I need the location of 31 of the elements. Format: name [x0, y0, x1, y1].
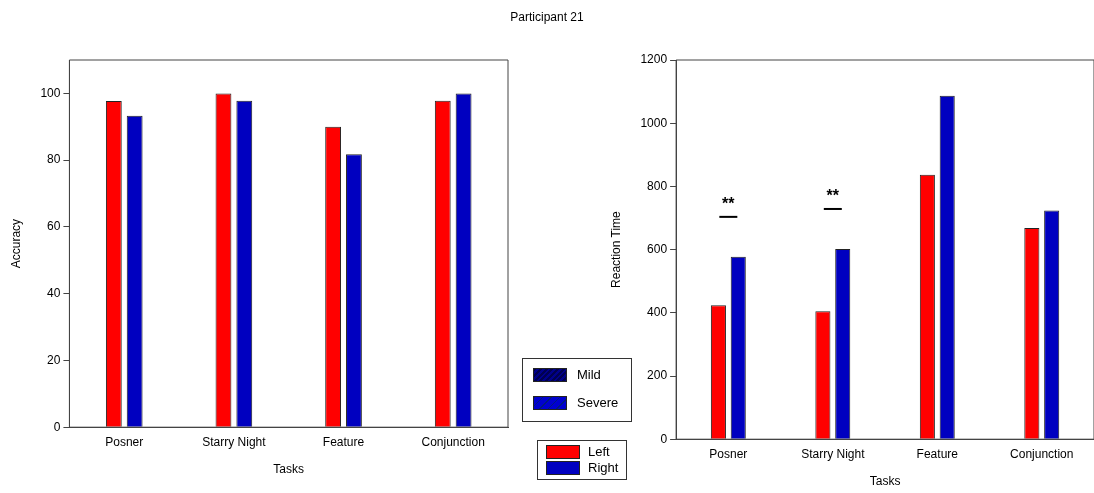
x-tick-label: Posner	[709, 446, 748, 461]
y-tick-label: 20	[47, 352, 61, 367]
x-tick-label: Conjunction	[421, 434, 485, 449]
y-tick-label: 800	[647, 178, 668, 193]
y-tick-label: 100	[40, 85, 61, 100]
y-tick-label: 400	[647, 305, 668, 320]
y-tick-label: 200	[647, 368, 668, 383]
x-tick-label: Feature	[322, 434, 365, 449]
hatch-key: Mild Severe	[522, 358, 632, 422]
y-tick-label: 40	[47, 285, 61, 300]
legend-label: Right	[588, 460, 619, 476]
x-tick-label: Feature	[916, 446, 959, 461]
legend-label: Left	[588, 444, 610, 460]
text: Participant 21	[509, 10, 585, 24]
y-tick-label: 60	[47, 219, 61, 234]
y-tick-label: 1200	[640, 52, 668, 67]
x-axis-title: Tasks	[869, 474, 901, 489]
annotation: **	[722, 195, 736, 213]
y-tick-label: 600	[647, 241, 668, 256]
x-tick-label: Starry Night	[202, 434, 267, 449]
y-axis-title: Accuracy	[8, 218, 23, 269]
y-tick-label: 0	[53, 419, 61, 434]
y-tick-label: 0	[660, 431, 668, 446]
annotation: **	[826, 187, 840, 205]
x-tick-label: Starry Night	[801, 446, 866, 461]
x-tick-label: Posner	[105, 434, 144, 449]
x-axis-title: Tasks	[273, 462, 305, 477]
y-tick-label: 1000	[640, 115, 668, 130]
y-axis-title: Reaction Time	[608, 210, 623, 288]
y-tick-label: 80	[47, 152, 61, 167]
x-tick-label: Conjunction	[1010, 446, 1074, 461]
